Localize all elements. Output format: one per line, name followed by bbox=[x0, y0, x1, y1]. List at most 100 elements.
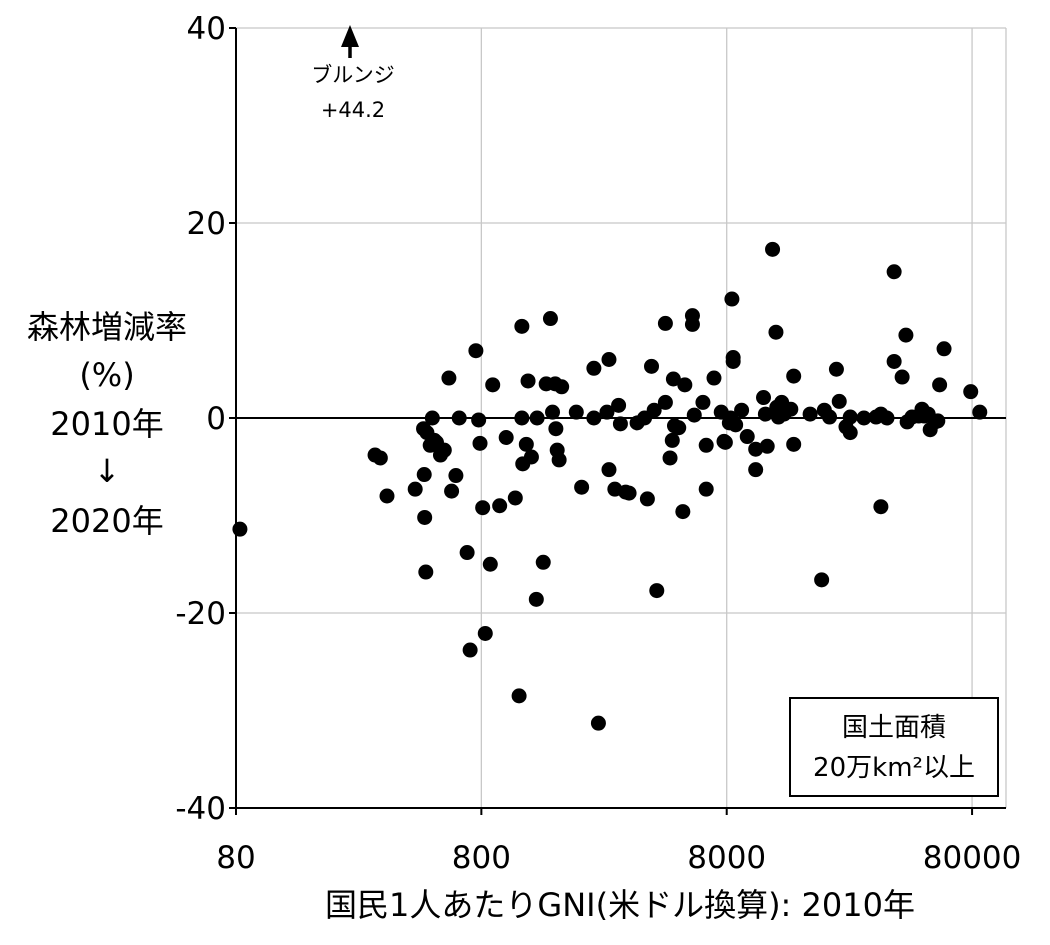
data-point bbox=[507, 490, 523, 506]
data-point bbox=[639, 491, 655, 507]
data-point bbox=[963, 384, 979, 400]
x-tick-label: 800 bbox=[452, 840, 511, 876]
data-point bbox=[471, 412, 487, 428]
data-point bbox=[814, 572, 830, 588]
data-point bbox=[601, 462, 617, 478]
data-point bbox=[417, 509, 433, 525]
ylabel-line-5: 2020年 bbox=[50, 502, 163, 540]
data-point bbox=[822, 409, 838, 425]
data-point bbox=[528, 591, 544, 607]
data-point bbox=[695, 394, 711, 410]
data-point bbox=[518, 436, 534, 452]
data-point bbox=[879, 410, 895, 426]
ylabel-line-3: 2010年 bbox=[50, 405, 163, 443]
data-point bbox=[462, 642, 478, 658]
data-point bbox=[756, 390, 772, 406]
data-point bbox=[554, 379, 570, 395]
data-point bbox=[612, 416, 628, 432]
data-point bbox=[523, 449, 539, 465]
data-point bbox=[418, 564, 434, 580]
data-point bbox=[441, 370, 457, 386]
data-point bbox=[717, 434, 733, 450]
data-point bbox=[644, 358, 660, 374]
data-point bbox=[698, 481, 714, 497]
data-point bbox=[372, 450, 388, 466]
data-point bbox=[748, 462, 764, 478]
data-point bbox=[542, 311, 558, 327]
data-point bbox=[611, 397, 627, 413]
data-points bbox=[232, 241, 988, 731]
up-arrow-icon bbox=[341, 25, 359, 47]
data-point bbox=[535, 554, 551, 570]
data-point bbox=[407, 481, 423, 497]
data-point bbox=[492, 498, 508, 514]
data-point bbox=[590, 715, 606, 731]
data-point bbox=[757, 406, 773, 422]
data-point bbox=[698, 437, 714, 453]
y-tick-label: 0 bbox=[206, 401, 226, 437]
y-tick-label: -20 bbox=[175, 596, 226, 632]
data-point bbox=[545, 404, 561, 420]
x-tick-label: 8000 bbox=[687, 840, 766, 876]
data-point bbox=[514, 318, 530, 334]
data-point bbox=[671, 420, 687, 436]
data-point bbox=[662, 450, 678, 466]
data-point bbox=[599, 404, 615, 420]
data-point bbox=[574, 479, 590, 495]
data-point bbox=[706, 370, 722, 386]
y-axis-title: 森林増減率 (%) 2010年 ↓ 2020年 bbox=[27, 308, 187, 540]
area-note-box: 国土面積 20万km²以上 bbox=[789, 697, 999, 797]
data-point bbox=[232, 521, 248, 537]
data-point bbox=[514, 410, 530, 426]
x-axis-title: 国民1人あたりGNI(米ドル換算): 2010年 bbox=[325, 886, 915, 924]
data-point bbox=[551, 452, 567, 468]
data-point bbox=[898, 327, 914, 343]
data-point bbox=[657, 315, 673, 331]
data-point bbox=[601, 352, 617, 367]
data-point bbox=[586, 360, 602, 376]
burundi-annotation: ブルンジ +44.2 bbox=[311, 25, 395, 122]
y-tick-labels: -40 -20 0 20 40 bbox=[175, 11, 226, 827]
data-point bbox=[444, 483, 460, 499]
data-point bbox=[842, 425, 858, 441]
data-point bbox=[468, 343, 484, 359]
data-point bbox=[586, 410, 602, 426]
data-point bbox=[932, 377, 948, 393]
ylabel-line-2: (%) bbox=[79, 356, 134, 394]
data-point bbox=[498, 430, 514, 445]
data-point bbox=[677, 377, 693, 393]
data-point bbox=[786, 368, 802, 384]
note-box-frame bbox=[789, 697, 999, 797]
data-point bbox=[416, 467, 432, 483]
data-point bbox=[725, 353, 741, 369]
data-point bbox=[664, 432, 680, 448]
data-point bbox=[686, 407, 702, 423]
x-tick-label: 80000 bbox=[923, 840, 1022, 876]
data-point bbox=[511, 688, 527, 704]
data-point bbox=[748, 441, 764, 457]
y-tick-label: -40 bbox=[175, 791, 226, 827]
data-point bbox=[734, 402, 750, 418]
data-point bbox=[477, 625, 493, 641]
data-point bbox=[759, 438, 775, 454]
data-point bbox=[448, 468, 464, 484]
ylabel-line-1: 森林増減率 bbox=[27, 308, 187, 346]
data-point bbox=[724, 291, 740, 307]
x-tick-labels: 80 800 8000 80000 bbox=[216, 840, 1021, 876]
note-box-line-1: 国土面積 bbox=[842, 713, 946, 743]
data-point bbox=[802, 406, 818, 422]
y-tick-label: 20 bbox=[187, 206, 226, 242]
data-point bbox=[657, 394, 673, 410]
data-point bbox=[930, 413, 946, 429]
data-point bbox=[828, 361, 844, 377]
data-point bbox=[621, 485, 637, 501]
data-point bbox=[649, 583, 665, 599]
data-point bbox=[894, 369, 910, 385]
data-point bbox=[379, 488, 395, 504]
data-point bbox=[568, 404, 584, 420]
data-point bbox=[842, 409, 858, 425]
data-point bbox=[475, 500, 491, 516]
axes bbox=[229, 27, 1006, 815]
data-point bbox=[739, 429, 755, 445]
